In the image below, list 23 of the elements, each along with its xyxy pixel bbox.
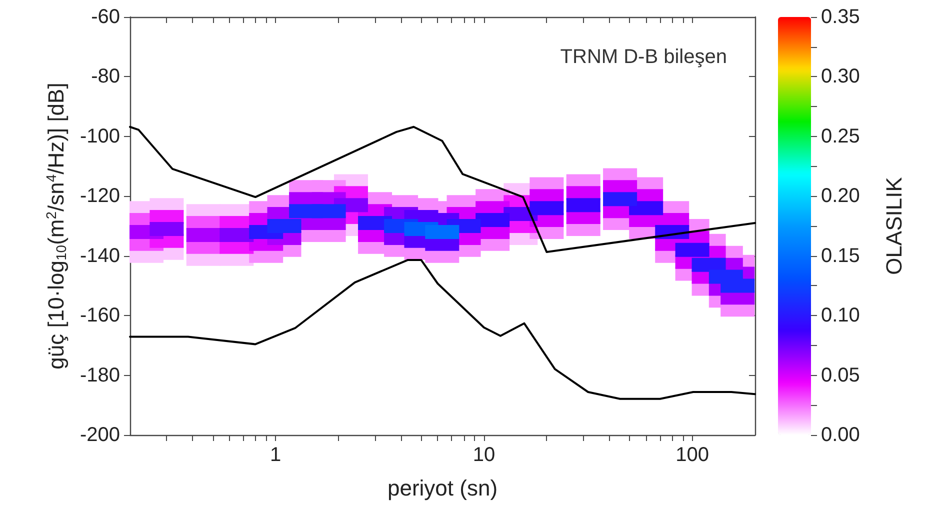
- color-bar-label: 0.25: [821, 125, 860, 148]
- annotation: TRNM D-B bileşen: [560, 46, 727, 68]
- y-tick-label: -140: [80, 244, 120, 267]
- y-tick-label: -60: [91, 6, 120, 28]
- x-tick-label: 1: [270, 444, 282, 466]
- y-axis-title: güç [10·log10(m2/sn4/Hz)] [dB]: [43, 82, 69, 370]
- color-bar-title: OLASILIK: [882, 176, 906, 275]
- x-tick-label: 10: [472, 444, 496, 466]
- y-tick-label: -100: [80, 125, 120, 148]
- color-bar-label: 0.30: [821, 66, 860, 88]
- color-bar-label: 0.05: [821, 364, 860, 386]
- x-axis-title: periyot (sn): [387, 476, 498, 500]
- y-tick-label: -120: [80, 185, 120, 208]
- y-tick-label: -160: [80, 304, 120, 327]
- color-bar-label: 0.00: [821, 424, 860, 446]
- y-tick-label: -180: [80, 364, 120, 386]
- x-tick-label: 100: [676, 444, 709, 466]
- color-bar-label: 0.35: [821, 6, 860, 28]
- color-bar-label: 0.10: [821, 304, 860, 327]
- color-bar-label: 0.15: [821, 244, 860, 267]
- y-tick-label: -200: [80, 424, 120, 446]
- y-tick-label: -80: [91, 66, 120, 88]
- color-bar-label: 0.20: [821, 185, 860, 208]
